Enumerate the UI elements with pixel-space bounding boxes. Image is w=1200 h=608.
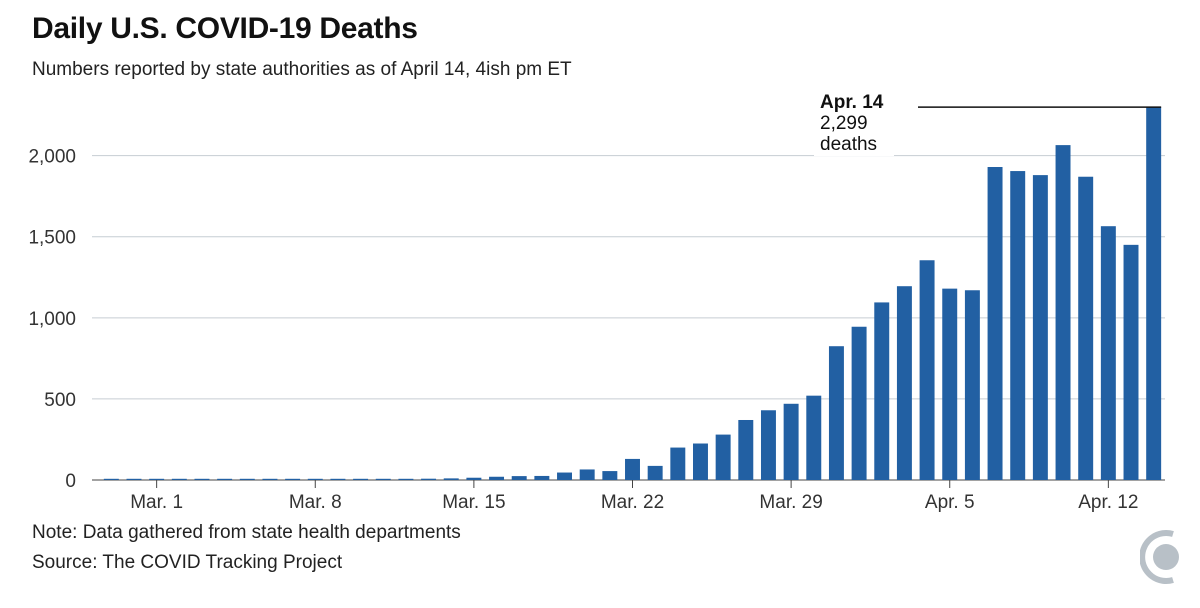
bar xyxy=(149,478,165,480)
x-tick-label: Mar. 15 xyxy=(442,492,505,513)
bar xyxy=(353,478,369,480)
bar xyxy=(330,478,346,480)
annotation-date: Apr. 14 xyxy=(820,92,884,113)
annotation-background xyxy=(814,90,894,156)
annotation-unit: deaths xyxy=(820,134,877,155)
chart-title: Daily U.S. COVID-19 Deaths xyxy=(32,12,418,45)
bar xyxy=(919,260,935,480)
y-tick-label: 500 xyxy=(44,390,76,411)
bar xyxy=(942,288,958,480)
chart-subtitle: Numbers reported by state authorities as… xyxy=(32,59,572,80)
bar xyxy=(964,290,980,480)
bar xyxy=(398,478,414,480)
bar xyxy=(1123,244,1139,480)
bar xyxy=(579,469,595,480)
annotation-value: 2,299 xyxy=(820,113,868,134)
y-axis-ticks: 0 500 1,000 1,500 2,000 xyxy=(28,147,76,492)
bar xyxy=(489,476,505,480)
bar xyxy=(693,443,708,480)
bar xyxy=(217,478,233,480)
bar xyxy=(1100,226,1116,480)
bar xyxy=(1078,176,1094,480)
bar xyxy=(466,477,482,480)
bar xyxy=(307,478,323,480)
bar xyxy=(896,286,912,480)
covid-tracking-project-logo-icon xyxy=(1139,528,1190,591)
chart-note: Note: Data gathered from state health de… xyxy=(32,522,461,543)
bar xyxy=(443,478,459,480)
bar xyxy=(239,478,255,480)
bar xyxy=(1010,171,1026,480)
bar xyxy=(647,465,663,480)
x-tick-label: Apr. 5 xyxy=(925,492,975,513)
y-tick-label: 1,500 xyxy=(28,228,76,249)
bar xyxy=(625,458,640,480)
gridlines xyxy=(92,155,1165,481)
peak-annotation: Apr. 14 2,299 deaths xyxy=(814,90,1162,156)
bar xyxy=(421,478,437,480)
bar xyxy=(557,472,572,480)
bar xyxy=(194,478,210,480)
x-tick-label: Mar. 1 xyxy=(130,492,183,513)
bar xyxy=(715,434,731,480)
bar xyxy=(126,478,142,480)
bar xyxy=(828,346,844,480)
x-axis-ticks: Mar. 1 Mar. 8 Mar. 15 Mar. 22 Mar. 29 Apr. 5 A… xyxy=(130,480,1138,513)
chart-source: Source: The COVID Tracking Project xyxy=(32,552,343,573)
bar xyxy=(285,478,301,480)
y-tick-label: 1,000 xyxy=(28,309,76,330)
bar xyxy=(851,326,867,480)
bar xyxy=(375,478,391,480)
bar xyxy=(874,302,890,480)
bar xyxy=(760,410,776,480)
bar xyxy=(103,478,119,480)
x-tick-label: Mar. 29 xyxy=(759,492,822,513)
bars xyxy=(103,107,1162,481)
bar xyxy=(1055,145,1071,480)
bar xyxy=(738,419,754,480)
y-tick-label: 0 xyxy=(65,471,76,492)
bar xyxy=(511,476,527,480)
bar xyxy=(1032,175,1048,480)
x-tick-label: Mar. 8 xyxy=(289,492,342,513)
bar xyxy=(806,395,822,480)
bar xyxy=(1146,107,1162,480)
bar xyxy=(987,167,1003,481)
bar xyxy=(262,478,278,480)
bar xyxy=(534,475,550,480)
x-tick-label: Apr. 12 xyxy=(1078,492,1138,513)
bar xyxy=(602,471,618,480)
x-tick-label: Mar. 22 xyxy=(601,492,664,513)
bar xyxy=(171,478,187,480)
y-tick-label: 2,000 xyxy=(28,147,76,168)
bar xyxy=(783,403,799,480)
bar xyxy=(670,447,686,480)
